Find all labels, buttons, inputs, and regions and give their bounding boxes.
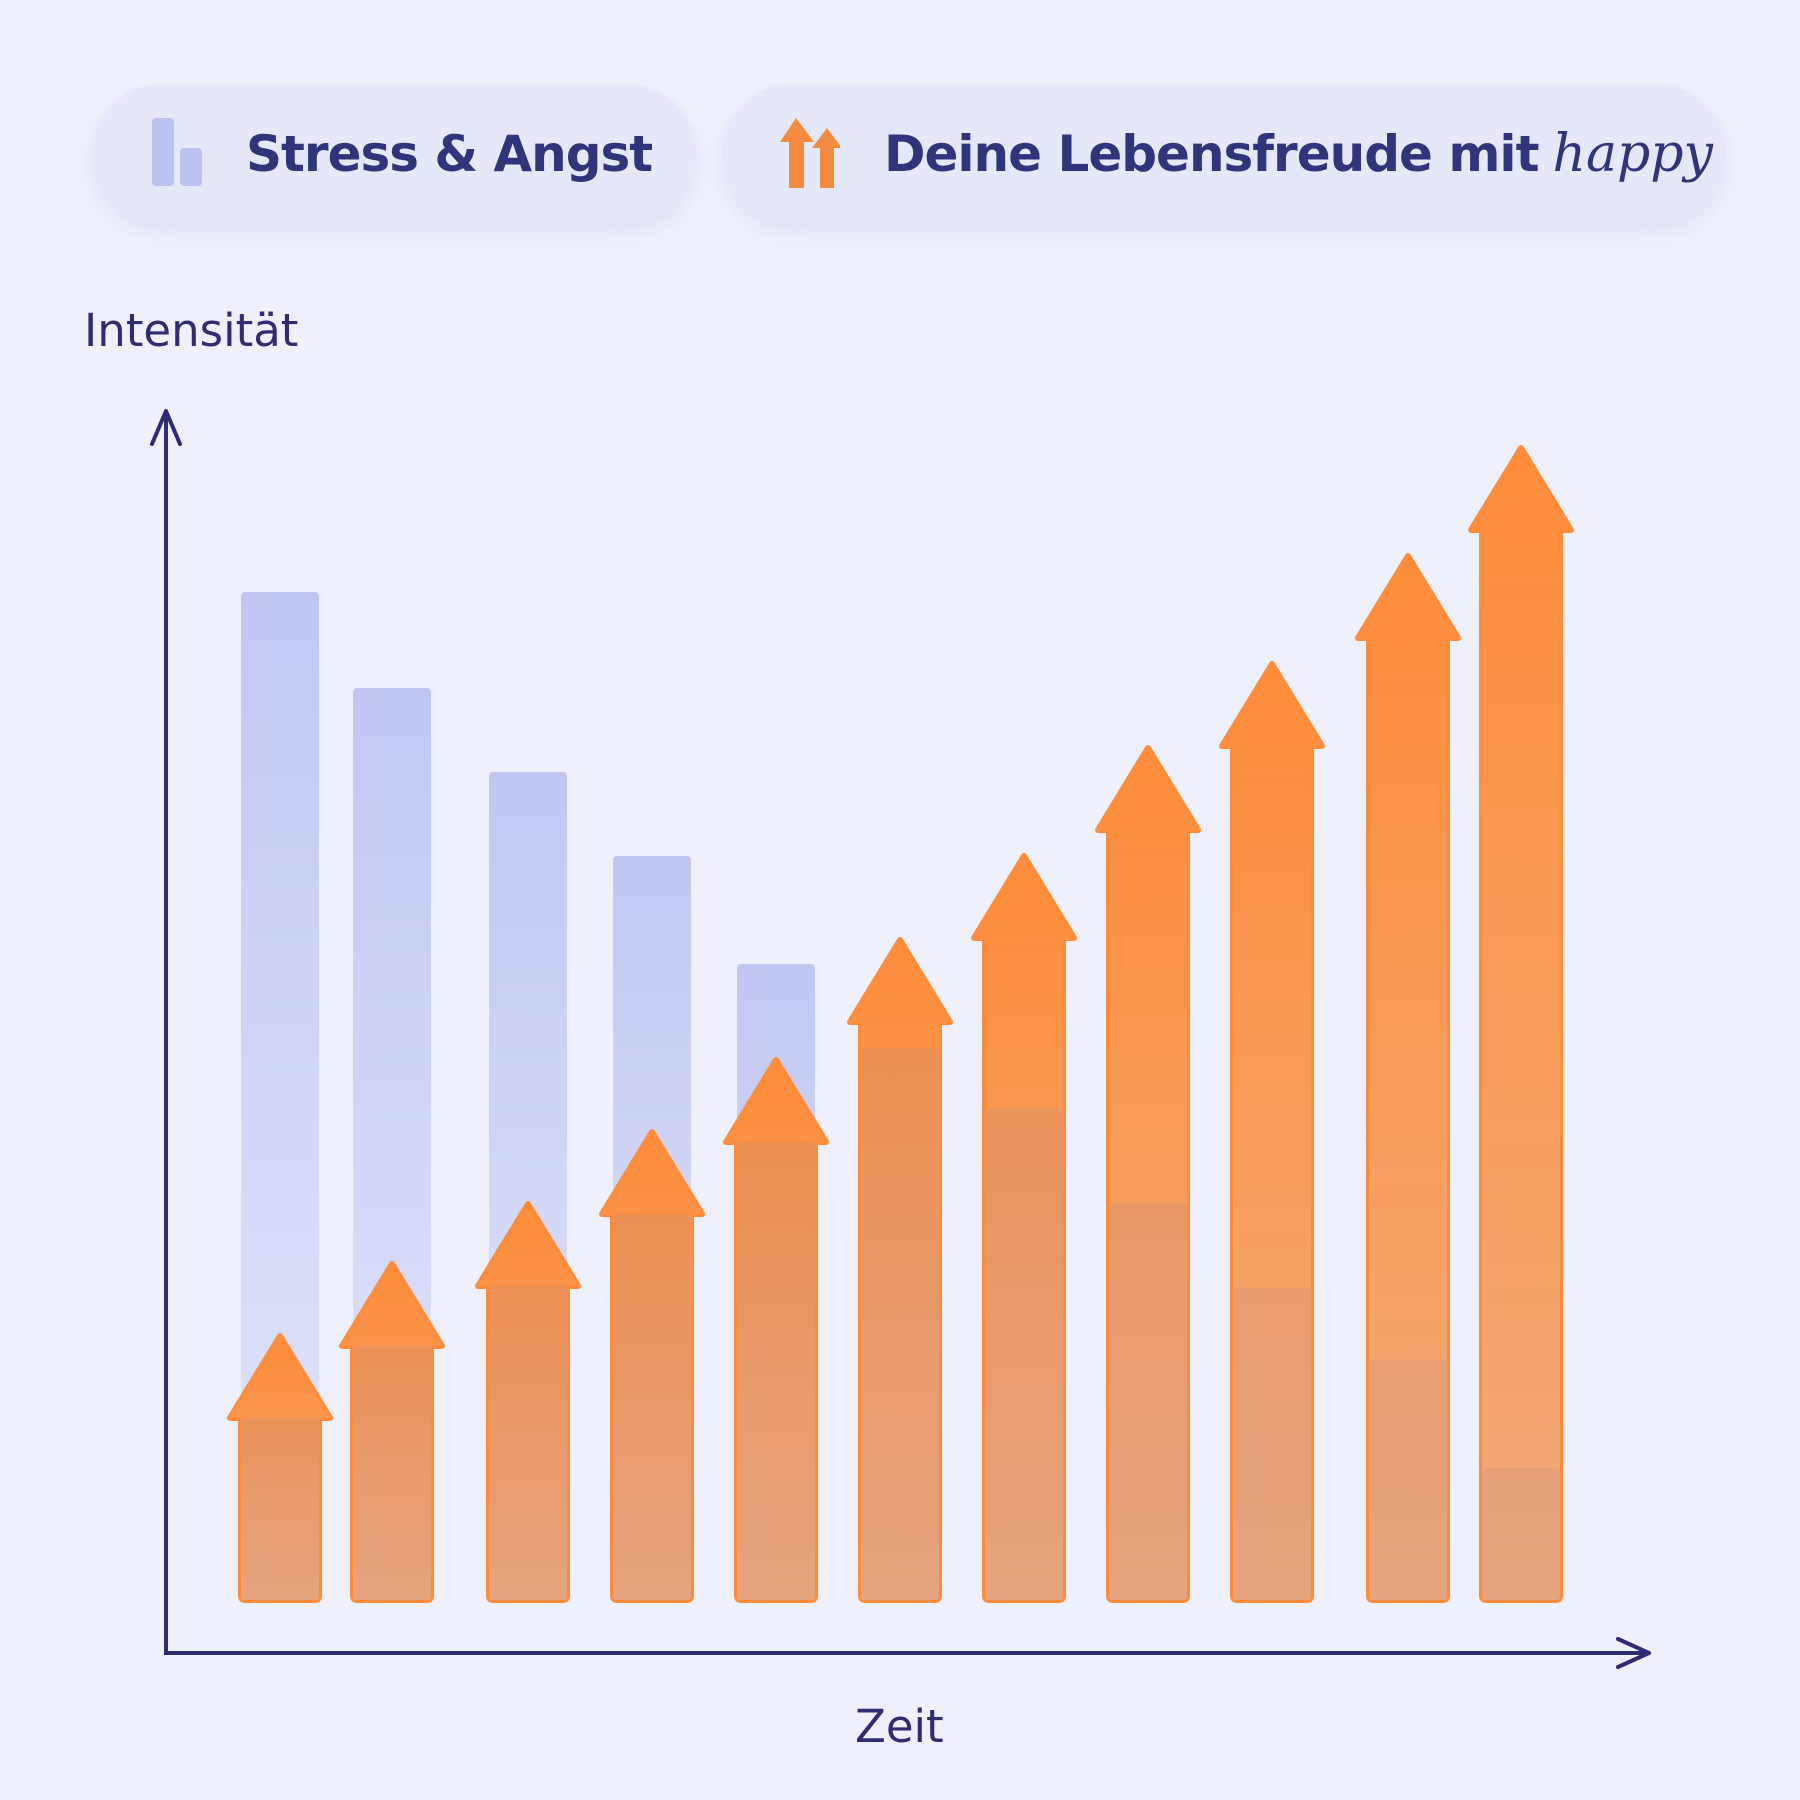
legend-label-stress: Stress & Angst — [246, 125, 653, 183]
y-axis-arrowhead — [150, 409, 182, 446]
legend-label-happy: Deine Lebensfreude mit happy — [884, 124, 1713, 184]
happy-arrow-bar — [723, 1057, 829, 1603]
stress-overlap — [1482, 1468, 1560, 1600]
axes — [150, 409, 1651, 1669]
legend-item-happy: Deine Lebensfreude mit happy — [722, 84, 1726, 224]
happy-arrow-bar — [339, 1261, 445, 1603]
legend-label-happy-text: Deine Lebensfreude mit — [884, 125, 1539, 183]
happy-arrow-bar — [1219, 661, 1325, 1603]
legend-item-stress: Stress & Angst — [92, 84, 696, 224]
happy-bars — [227, 445, 1574, 1603]
stress-overlap — [737, 1142, 815, 1600]
stress-overlap — [241, 1418, 319, 1600]
stress-overlap — [613, 1214, 691, 1600]
happy-arrow-bar — [1468, 445, 1574, 1603]
happy-arrow-bar — [1355, 553, 1461, 1603]
stress-overlap — [861, 1048, 939, 1600]
stress-overlap — [353, 1346, 431, 1600]
stress-overlap — [489, 1286, 567, 1600]
x-axis-label: Zeit — [855, 1700, 944, 1753]
happy-arrow-bar — [227, 1333, 333, 1603]
stress-overlap — [1233, 1288, 1311, 1600]
stress-bar — [241, 592, 319, 1600]
stress-overlap — [985, 1108, 1063, 1600]
happy-arrow-bar — [475, 1201, 581, 1603]
x-axis-arrowhead — [1616, 1637, 1651, 1669]
happy-arrow-bar — [599, 1129, 705, 1603]
happy-arrow-bar — [971, 853, 1077, 1603]
double-up-arrow-icon — [780, 118, 840, 188]
happy-arrow-bar — [1095, 745, 1201, 1603]
happy-arrow-bar — [847, 937, 953, 1603]
bar-chart-icon — [152, 118, 202, 186]
brand-wordmark: happy — [1552, 124, 1713, 184]
stress-overlap — [1369, 1360, 1447, 1600]
stress-overlap — [1109, 1204, 1187, 1600]
y-axis-label: Intensität — [84, 304, 299, 357]
